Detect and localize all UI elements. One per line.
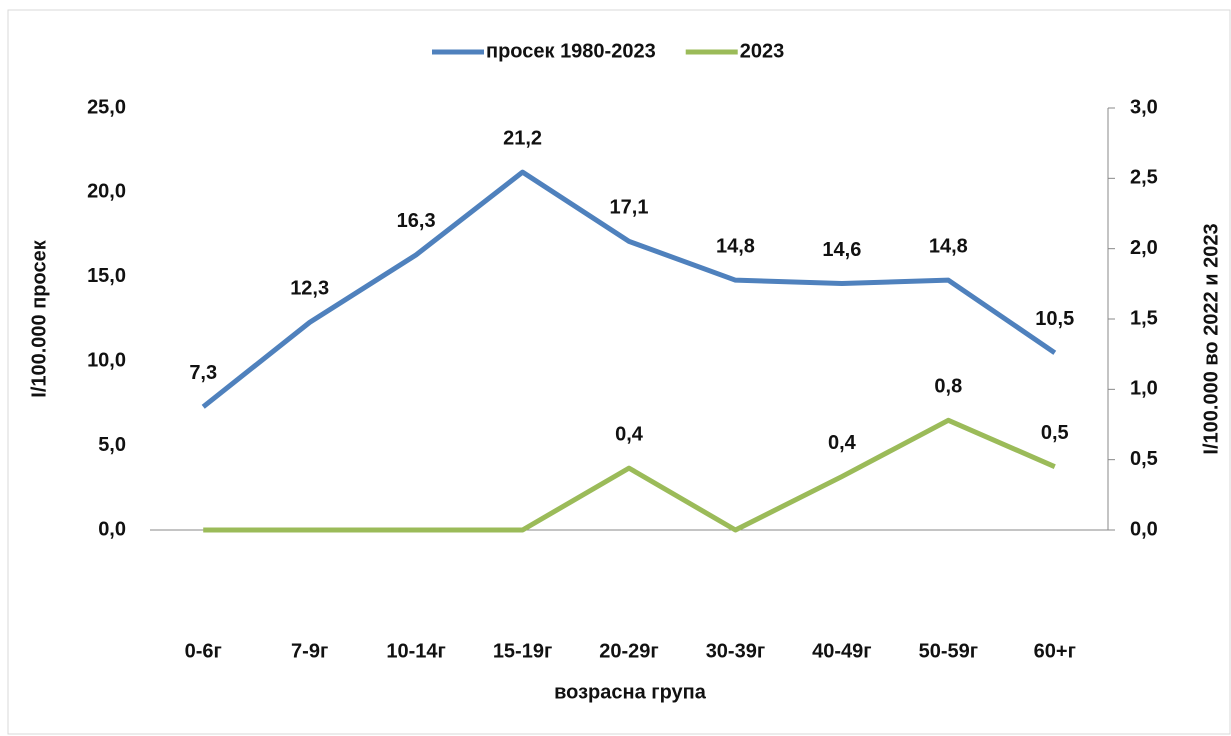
series-line — [201, 169, 1057, 409]
data-label: 7,3 — [189, 362, 217, 384]
data-label: 0,8 — [934, 376, 962, 398]
x-tick-label: 15-19г — [493, 640, 552, 662]
legend-label: просек 1980-2023 — [486, 40, 656, 62]
data-label: 14,6 — [822, 239, 861, 261]
y2-tick-label: 2,0 — [1130, 237, 1158, 259]
y2-axis-title: I/100.000 во 2022 и 2023 — [1200, 223, 1222, 454]
data-label: 14,8 — [716, 235, 755, 257]
data-label: 0,5 — [1041, 422, 1069, 444]
x-tick-label: 40-49г — [812, 640, 871, 662]
x-tick-label: 30-39г — [706, 640, 765, 662]
y-tick-label: 10,0 — [87, 349, 126, 371]
x-tick-label: 10-14г — [386, 640, 445, 662]
y-tick-label: 0,0 — [98, 518, 126, 540]
y-tick-label: 5,0 — [98, 434, 126, 456]
chart-frame — [7, 9, 1231, 735]
y2-tick-label: 0,5 — [1130, 448, 1158, 470]
y2-tick-label: 0,0 — [1130, 518, 1158, 540]
y-tick-label: 20,0 — [87, 181, 126, 203]
data-label: 21,2 — [503, 127, 542, 149]
y2-tick-label: 2,5 — [1130, 167, 1158, 189]
y2-tick-label: 1,0 — [1130, 378, 1158, 400]
y2-tick-label: 1,5 — [1130, 307, 1158, 329]
y-axis-title: I/100.000 просек — [28, 239, 50, 397]
x-tick-label: 50-59г — [919, 640, 978, 662]
data-label: 0,4 — [615, 423, 644, 445]
data-label: 17,1 — [610, 197, 649, 219]
y-tick-label: 25,0 — [87, 96, 126, 118]
data-label: 14,8 — [929, 235, 968, 257]
x-tick-label: 20-29г — [599, 640, 658, 662]
x-axis-title: возрасна група — [554, 681, 707, 703]
series-line — [203, 417, 1056, 533]
data-label: 10,5 — [1035, 308, 1074, 330]
data-label: 12,3 — [290, 278, 329, 300]
x-tick-label: 7-9г — [291, 640, 328, 662]
data-label: 0,4 — [828, 432, 857, 454]
legend-label: 2023 — [740, 40, 785, 62]
x-tick-label: 0-6г — [185, 640, 222, 662]
y-tick-label: 15,0 — [87, 265, 126, 287]
data-label: 16,3 — [397, 210, 436, 232]
x-tick-label: 60+г — [1034, 640, 1076, 662]
y2-tick-label: 3,0 — [1130, 96, 1158, 118]
